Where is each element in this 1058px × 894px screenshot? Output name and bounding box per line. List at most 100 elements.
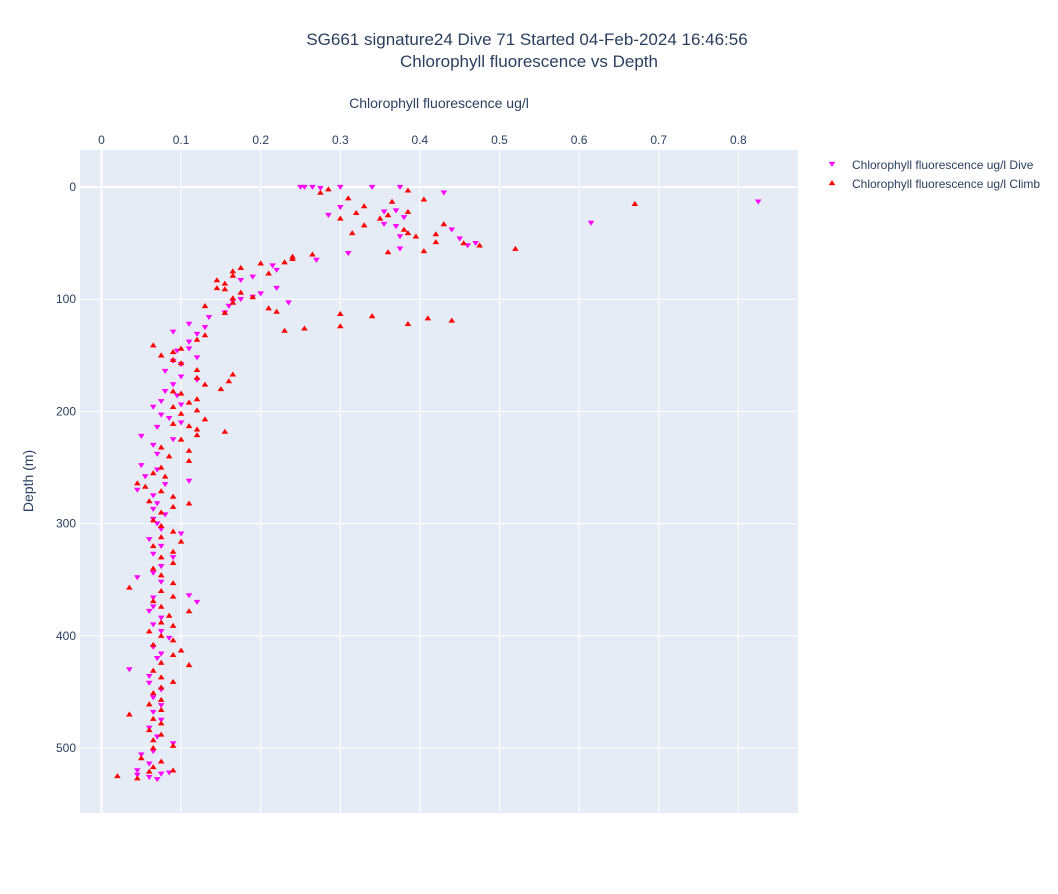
data-point [265, 305, 272, 311]
data-point [404, 230, 412, 236]
data-point [185, 608, 193, 614]
data-point [229, 268, 237, 274]
data-point [273, 285, 280, 291]
data-point [134, 575, 141, 581]
y-tick-label: 200 [56, 404, 76, 418]
data-point [424, 315, 432, 321]
data-point [396, 246, 404, 252]
data-point [169, 528, 177, 534]
legend-marker-climb [828, 180, 836, 186]
data-point [336, 310, 344, 316]
data-point [213, 285, 221, 291]
data-point [193, 374, 201, 380]
data-point [317, 185, 324, 192]
data-point [237, 264, 245, 270]
data-point [134, 775, 141, 781]
data-point [472, 240, 479, 246]
legend[interactable]: Chlorophyll fluorescence ug/l Dive Chlor… [828, 158, 1041, 191]
data-point [193, 599, 201, 605]
data-point [145, 673, 153, 680]
data-point [149, 543, 157, 549]
data-point [229, 272, 237, 278]
data-point [157, 587, 165, 594]
data-point [149, 442, 157, 448]
data-point [177, 390, 185, 396]
x-tick-label: 0.1 [173, 133, 190, 147]
data-point [185, 321, 193, 327]
data-point [149, 604, 157, 610]
data-point [352, 209, 360, 215]
data-point [153, 656, 161, 662]
data-point [157, 659, 165, 665]
data-point [336, 215, 344, 221]
data-point [157, 603, 165, 609]
data-point [309, 184, 316, 190]
data-point [169, 767, 177, 773]
data-point [145, 761, 153, 767]
data-point [169, 548, 177, 554]
data-point [400, 215, 408, 221]
data-point [456, 236, 463, 242]
data-point [153, 451, 161, 457]
data-point [185, 593, 193, 599]
data-point [225, 303, 233, 309]
data-point [165, 612, 173, 618]
data-point [177, 436, 185, 442]
data-point [360, 203, 368, 209]
data-point [169, 388, 177, 394]
data-point [193, 396, 201, 402]
data-point [145, 727, 153, 733]
data-point [169, 622, 177, 628]
legend-item-dive[interactable]: Chlorophyll fluorescence ug/l Dive [828, 158, 1034, 172]
x-tick-label: 0.7 [650, 133, 667, 147]
data-point [360, 222, 368, 228]
data-point [169, 651, 177, 657]
data-point [157, 412, 165, 418]
data-point [157, 720, 165, 726]
data-point [185, 500, 193, 506]
x-axis-title: Chlorophyll fluorescence ug/l [349, 95, 529, 111]
data-point [169, 404, 177, 410]
data-point [149, 764, 157, 770]
data-point [137, 463, 145, 469]
data-point [376, 215, 384, 221]
data-point [201, 332, 209, 338]
data-point [336, 323, 344, 329]
data-point [149, 709, 157, 715]
legend-item-climb[interactable]: Chlorophyll fluorescence ug/l Climb [828, 177, 1041, 191]
data-point [301, 184, 308, 190]
data-point [149, 404, 157, 410]
x-tick-label: 0.4 [412, 133, 429, 147]
legend-label-climb: Chlorophyll fluorescence ug/l Climb [852, 177, 1040, 191]
data-point [157, 554, 165, 560]
data-point [185, 339, 193, 345]
data-point [137, 752, 145, 758]
y-tick-label: 100 [56, 292, 76, 306]
data-point [145, 628, 153, 634]
data-point [145, 768, 153, 774]
data-point [114, 773, 121, 779]
data-point [157, 717, 165, 723]
data-point [177, 647, 185, 653]
data-point [396, 234, 404, 240]
data-point [281, 259, 288, 265]
data-point [265, 270, 272, 276]
data-point [404, 321, 412, 327]
data-point [126, 711, 133, 717]
data-point [161, 368, 169, 374]
data-point [448, 317, 456, 323]
data-point [149, 622, 157, 628]
data-point [185, 423, 193, 429]
data-point [169, 329, 177, 335]
data-point [157, 572, 165, 578]
data-point [185, 399, 193, 405]
data-point [149, 690, 157, 696]
y-axis-ticks: 0 100 200 300 400 500 [56, 180, 76, 755]
x-tick-label: 0.3 [332, 133, 349, 147]
data-point [193, 426, 201, 432]
data-point [213, 277, 221, 283]
data-point [149, 551, 157, 557]
data-point [177, 420, 185, 426]
data-point [325, 212, 332, 218]
data-point [145, 537, 153, 543]
